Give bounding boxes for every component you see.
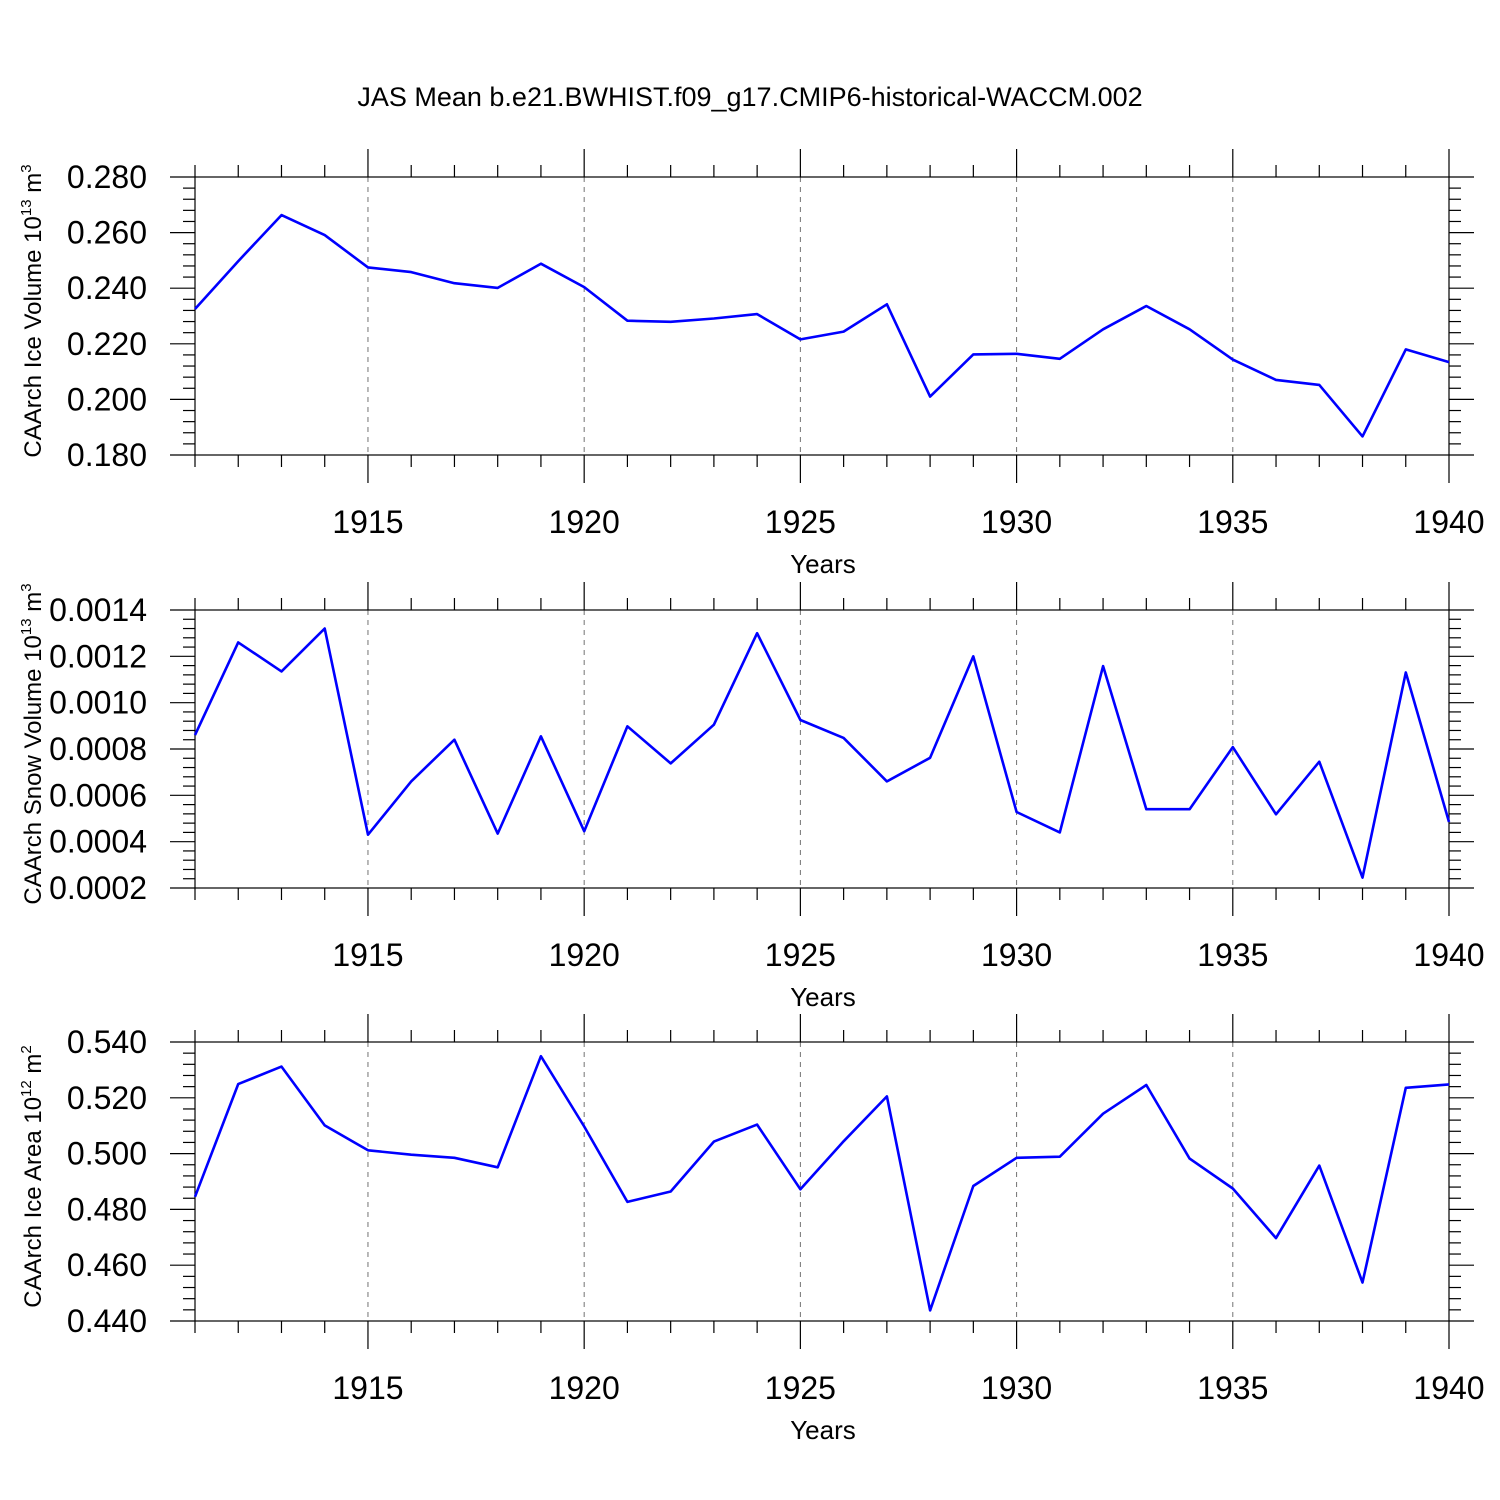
y-tick-label: 0.180 [67, 437, 147, 473]
x-axis-title: Years [790, 982, 856, 1012]
x-tick-label: 1920 [549, 504, 620, 540]
x-axis-title: Years [790, 1415, 856, 1445]
x-tick-label: 1920 [549, 1370, 620, 1406]
y-tick-label: 0.460 [67, 1247, 147, 1283]
y-tick-label: 0.200 [67, 381, 147, 417]
y-tick-label: 0.0010 [49, 685, 147, 721]
y-tick-label: 0.260 [67, 215, 147, 251]
x-tick-label: 1935 [1197, 1370, 1268, 1406]
y-tick-label: 0.500 [67, 1136, 147, 1172]
x-tick-label: 1930 [981, 937, 1052, 973]
x-tick-label: 1935 [1197, 937, 1268, 973]
y-axis-title: CAArch Snow Volume 1013 m3 [18, 583, 47, 904]
x-tick-label: 1925 [765, 937, 836, 973]
y-tick-label: 0.0002 [49, 870, 147, 906]
series-line [194, 213, 1450, 438]
panel-ice-area: 0.440 0.460 0.480 0.500 0.520 0.540 1915 1920 19… [18, 1014, 1485, 1445]
plot-frame [194, 176, 1450, 456]
y-tick-label: 0.540 [67, 1024, 147, 1060]
y-axis-title: CAArch Ice Area 1012 m2 [18, 1045, 47, 1307]
x-tick-label: 1930 [981, 1370, 1052, 1406]
y-tick-label: 0.440 [67, 1303, 147, 1339]
x-tick-label: 1915 [332, 504, 403, 540]
plot-frame [194, 609, 1450, 889]
series-line [193, 1054, 1450, 1312]
x-tick-label: 1940 [1413, 1370, 1484, 1406]
y-tick-label: 0.480 [67, 1191, 147, 1227]
plot-frame [194, 1041, 1450, 1322]
y-tick-label: 0.280 [67, 159, 147, 195]
x-axis-title: Years [790, 549, 856, 579]
y-tick-label: 0.220 [67, 326, 147, 362]
x-tick-label: 1925 [765, 504, 836, 540]
panel-ice-volume: 0.180 0.200 0.220 0.240 0.260 0.280 1915 1920 19… [18, 149, 1485, 579]
series-line [193, 627, 1451, 879]
y-axis-title: CAArch Ice Volume 1013 m3 [18, 164, 47, 457]
x-tick-label: 1940 [1413, 504, 1484, 540]
x-tick-label: 1915 [332, 937, 403, 973]
figure-title: JAS Mean b.e21.BWHIST.f09_g17.CMIP6-hist… [357, 82, 1142, 112]
y-tick-label: 0.0006 [49, 777, 147, 813]
y-tick-label: 0.0014 [49, 592, 147, 628]
x-tick-label: 1935 [1197, 504, 1268, 540]
y-tick-label: 0.0012 [49, 638, 147, 674]
panel-snow-volume: 0.0002 0.0004 0.0006 0.0008 0.0010 0.0012 0.00… [18, 582, 1485, 1012]
x-tick-label: 1940 [1413, 937, 1484, 973]
panels-group: 0.180 0.200 0.220 0.240 0.260 0.280 1915 1920 19… [18, 149, 1485, 1445]
x-tick-label: 1930 [981, 504, 1052, 540]
y-tick-label: 0.520 [67, 1080, 147, 1116]
y-tick-label: 0.0004 [49, 824, 147, 860]
x-tick-label: 1925 [765, 1370, 836, 1406]
x-tick-label: 1915 [332, 1370, 403, 1406]
x-tick-label: 1920 [549, 937, 620, 973]
y-tick-label: 0.240 [67, 270, 147, 306]
y-tick-label: 0.0008 [49, 731, 147, 767]
